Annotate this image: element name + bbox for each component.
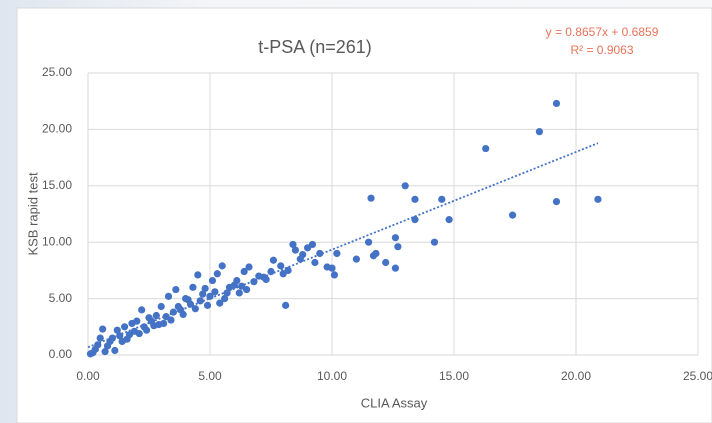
- x-tick-label: 10.00: [317, 369, 347, 383]
- point: [213, 270, 221, 278]
- point: [411, 195, 419, 203]
- point: [138, 306, 146, 314]
- point: [196, 297, 204, 305]
- point: [203, 301, 212, 309]
- point: [235, 289, 243, 297]
- point: [279, 270, 287, 278]
- x-tick-label: 20.00: [561, 369, 591, 383]
- y-tick-label: 10.00: [42, 234, 72, 248]
- point: [184, 296, 192, 304]
- x-tick-label: 5.00: [198, 369, 222, 383]
- point: [401, 182, 409, 190]
- point: [172, 285, 180, 294]
- y-tick-label: 25.00: [42, 65, 72, 79]
- point: [394, 243, 402, 251]
- point: [128, 319, 136, 328]
- point: [282, 301, 290, 309]
- point: [121, 323, 129, 331]
- point: [289, 240, 297, 249]
- point: [89, 349, 97, 357]
- point: [382, 258, 390, 267]
- point: [391, 264, 400, 272]
- point: [367, 194, 375, 202]
- point: [277, 262, 285, 270]
- point: [299, 251, 307, 259]
- point: [191, 305, 199, 313]
- point: [155, 320, 163, 329]
- point: [445, 216, 453, 224]
- x-tick-label: 15.00: [439, 369, 469, 383]
- point: [311, 258, 319, 267]
- annotation: y = 0.8657x + 0.6859: [546, 25, 659, 39]
- point: [482, 144, 490, 153]
- point: [304, 244, 312, 252]
- chart-panel: [16, 7, 712, 423]
- point: [199, 290, 207, 298]
- point: [243, 285, 251, 294]
- point: [189, 283, 197, 291]
- point: [101, 348, 109, 356]
- point: [130, 327, 138, 335]
- y-axis-label: KSB rapid test: [25, 172, 40, 255]
- point: [99, 325, 107, 333]
- point: [369, 252, 378, 260]
- point: [179, 310, 187, 318]
- y-tick-label: 15.00: [42, 178, 72, 192]
- point: [245, 263, 253, 271]
- point: [323, 263, 331, 271]
- point: [352, 255, 360, 263]
- point: [535, 128, 544, 136]
- point: [508, 211, 517, 219]
- point: [330, 271, 339, 279]
- point: [552, 99, 561, 108]
- point: [223, 289, 231, 297]
- point: [211, 288, 219, 296]
- point: [267, 267, 275, 276]
- point: [291, 246, 299, 254]
- point: [174, 302, 182, 311]
- point: [162, 313, 170, 321]
- y-tick-label: 5.00: [49, 291, 73, 305]
- x-axis-label: CLIA Assay: [361, 395, 428, 410]
- point: [438, 195, 446, 203]
- y-tick-label: 0.00: [49, 347, 73, 361]
- y-tick-label: 20.00: [42, 122, 72, 136]
- point: [111, 346, 119, 355]
- point: [333, 249, 341, 258]
- point: [123, 335, 131, 343]
- point: [208, 276, 217, 285]
- trendline: [87, 142, 599, 349]
- point: [140, 323, 148, 331]
- point: [221, 295, 229, 303]
- point: [269, 256, 278, 264]
- point: [113, 326, 121, 334]
- point: [552, 197, 561, 206]
- point: [164, 292, 173, 300]
- point: [218, 262, 226, 270]
- point: [240, 267, 248, 276]
- point: [96, 334, 104, 342]
- x-tick-label: 25.00: [683, 369, 712, 383]
- point: [594, 195, 602, 203]
- point: [216, 299, 224, 307]
- point: [157, 302, 165, 311]
- point: [365, 238, 373, 246]
- point: [391, 234, 400, 242]
- chart-title: t-PSA (n=261): [258, 37, 372, 57]
- point: [233, 276, 241, 285]
- point: [225, 283, 234, 291]
- point: [194, 271, 202, 279]
- point: [152, 311, 160, 320]
- point: [201, 284, 209, 293]
- point: [316, 249, 324, 258]
- x-tick-label: 0.00: [76, 369, 100, 383]
- point: [430, 238, 439, 246]
- annotation: R² = 0.9063: [570, 43, 633, 57]
